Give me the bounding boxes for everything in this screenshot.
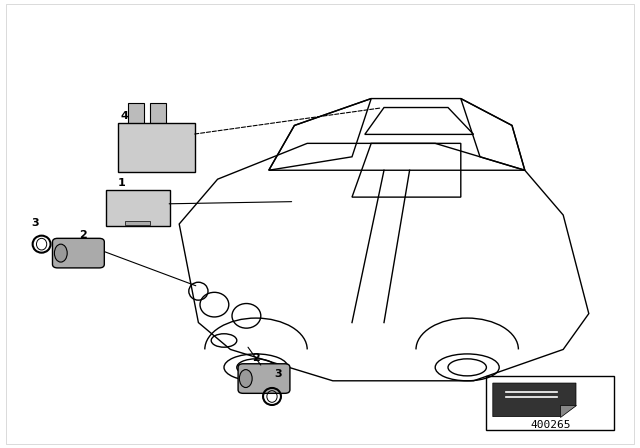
Text: 2: 2 (252, 353, 260, 363)
Text: 3: 3 (31, 219, 39, 228)
FancyBboxPatch shape (118, 123, 195, 172)
FancyBboxPatch shape (52, 238, 104, 268)
Text: 1: 1 (118, 178, 125, 188)
Bar (486, 376, 614, 430)
Bar (128, 103, 144, 125)
Bar (125, 221, 150, 225)
Text: 2: 2 (79, 230, 87, 240)
Polygon shape (560, 405, 576, 417)
FancyBboxPatch shape (106, 190, 170, 226)
Text: 4: 4 (121, 111, 129, 121)
Ellipse shape (54, 244, 67, 262)
FancyBboxPatch shape (238, 364, 290, 393)
Ellipse shape (239, 370, 252, 388)
Bar (150, 103, 166, 125)
Polygon shape (493, 383, 576, 417)
Text: 400265: 400265 (530, 420, 571, 430)
Text: 3: 3 (275, 369, 282, 379)
